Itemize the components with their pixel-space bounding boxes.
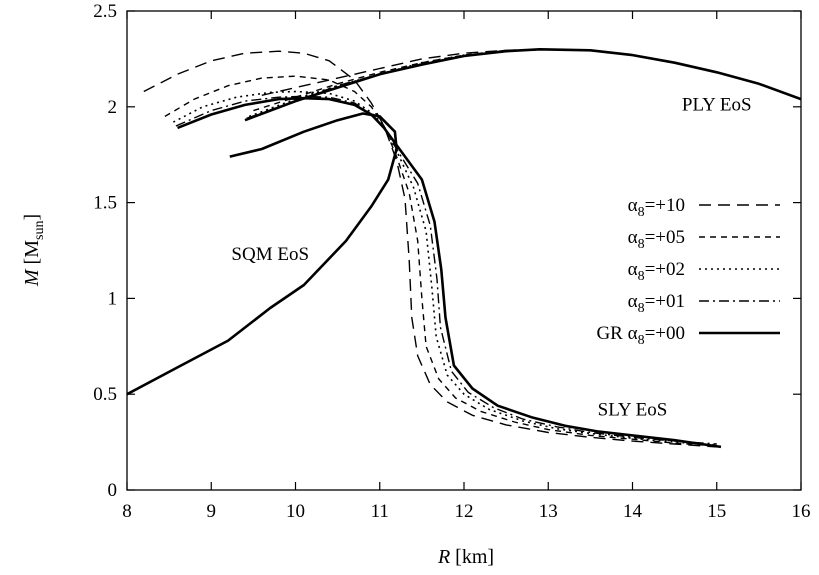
legend-entry: α8=+10 — [628, 195, 780, 220]
x-tick-label: 14 — [623, 501, 643, 522]
x-tick-label: 8 — [122, 501, 132, 522]
x-tick-label: 16 — [792, 501, 811, 522]
legend-entry: α8=+01 — [628, 291, 780, 316]
plot-frame — [126, 10, 802, 491]
y-tick-label: 0.5 — [93, 384, 117, 405]
y-tick-label: 2 — [108, 97, 118, 118]
legend-label: GR α8=+00 — [596, 323, 685, 348]
legend-label: α8=+01 — [628, 291, 685, 316]
series-3-ply-line — [175, 95, 717, 445]
x-tick-label: 10 — [286, 501, 305, 522]
y-tick-label: 1.5 — [93, 193, 117, 214]
axis-ticks: 8 9 10 11 12 13 14 15 16 0 0.5 1 1.5 2 2.5 — [93, 1, 810, 522]
curves-layer — [127, 48, 801, 449]
x-axis-label: R [km] — [437, 546, 494, 568]
curve-annotation: SLY EoS — [598, 399, 668, 420]
x-tick-label: 11 — [371, 501, 389, 522]
x-tick-label: 15 — [707, 501, 726, 522]
y-tick-label: 0 — [108, 480, 118, 501]
curve-annotations: PLY EoS SQM EoS SLY EoS — [231, 95, 751, 421]
legend-label: α8=+05 — [628, 227, 685, 252]
legend-label: α8=+02 — [628, 259, 685, 284]
x-tick-label: 13 — [539, 501, 558, 522]
legend-entry: GR α8=+00 — [596, 323, 780, 348]
y-tick-label: 1 — [108, 288, 118, 309]
sqm-line — [127, 112, 398, 396]
series-4-sly-line — [244, 48, 801, 122]
legend-entry: α8=+05 — [628, 227, 780, 252]
y-axis-label: M [Msun] — [21, 214, 47, 287]
x-tick-label: 9 — [207, 501, 217, 522]
curve-annotation: PLY EoS — [682, 95, 752, 116]
series-1-ply-line — [164, 75, 717, 447]
series-4-ply-line — [177, 96, 722, 449]
legend: α8=+10 α8=+05 α8=+02 α8=+01 GR α8=+00 — [596, 195, 780, 348]
x-tick-label: 12 — [455, 501, 474, 522]
legend-label: α8=+10 — [628, 195, 685, 220]
series-0-ply-line — [143, 50, 717, 448]
y-tick-label: 2.5 — [93, 1, 117, 22]
curve-annotation: SQM EoS — [231, 244, 309, 265]
legend-entry: α8=+02 — [628, 259, 780, 284]
